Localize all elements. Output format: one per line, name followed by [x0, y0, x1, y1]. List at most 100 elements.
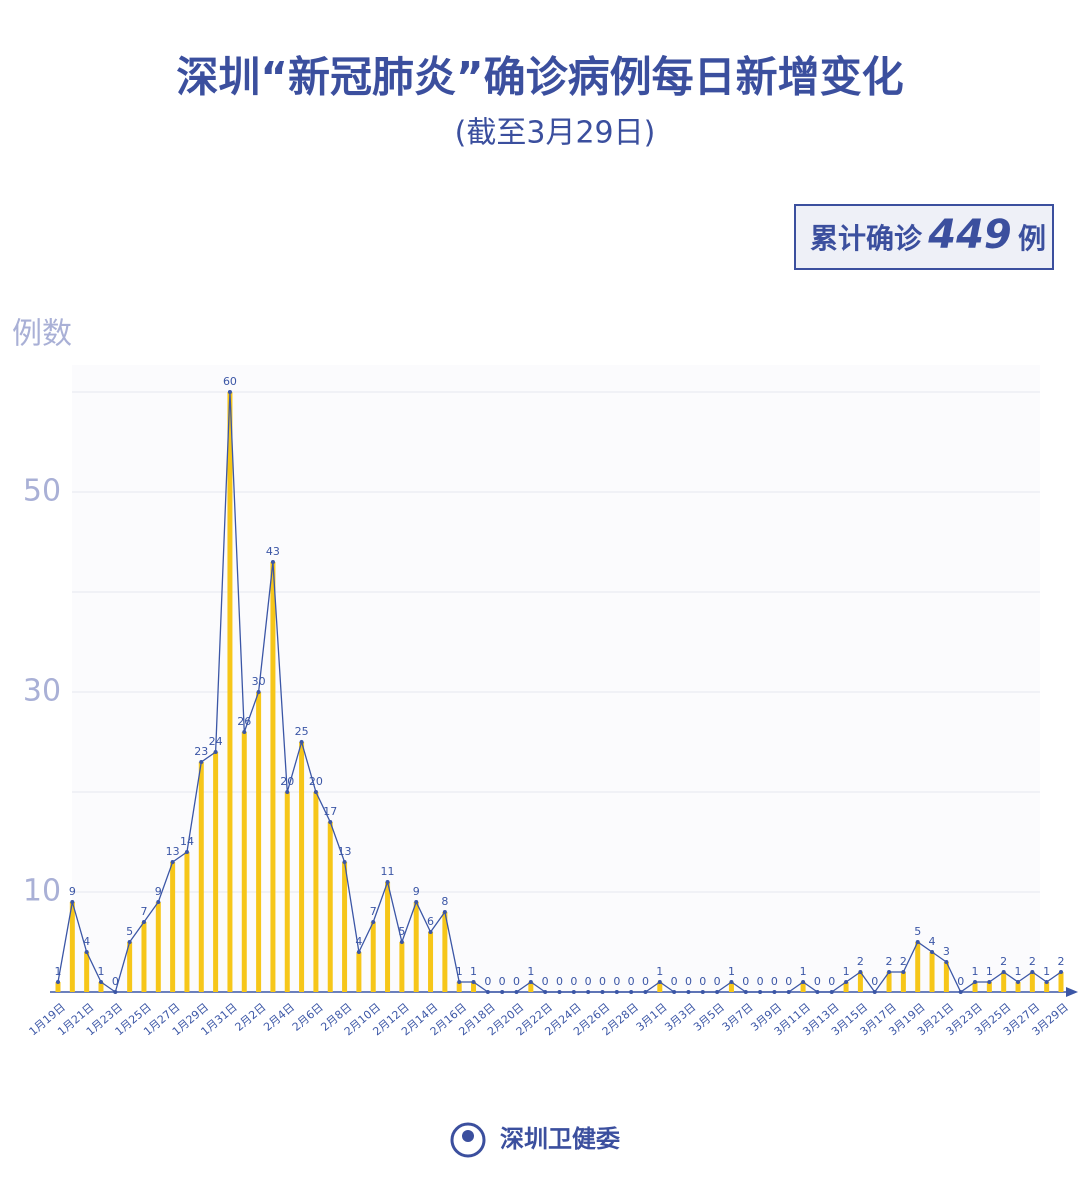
- point: [127, 940, 132, 944]
- value-label: 1: [527, 965, 534, 978]
- point: [98, 980, 103, 984]
- point: [256, 690, 261, 694]
- point: [141, 920, 146, 924]
- point: [887, 970, 892, 974]
- value-label: 0: [699, 975, 706, 988]
- point: [958, 990, 963, 994]
- point: [672, 990, 677, 994]
- value-label: 17: [323, 805, 337, 818]
- value-label: 7: [370, 905, 377, 918]
- value-label: 0: [499, 975, 506, 988]
- value-label: 8: [441, 895, 448, 908]
- value-label: 24: [209, 735, 223, 748]
- value-label: 1: [972, 965, 979, 978]
- bar: [857, 972, 863, 992]
- bar: [800, 982, 806, 992]
- value-label: 0: [671, 975, 678, 988]
- bar: [284, 792, 290, 992]
- point: [657, 980, 662, 984]
- value-label: 7: [140, 905, 147, 918]
- point: [356, 950, 361, 954]
- value-label: 0: [642, 975, 649, 988]
- point: [328, 820, 333, 824]
- value-label: 0: [871, 975, 878, 988]
- value-label: 2: [1029, 955, 1036, 968]
- bar: [213, 752, 219, 992]
- point: [184, 850, 189, 854]
- bar: [428, 932, 434, 992]
- point: [700, 990, 705, 994]
- value-label: 0: [828, 975, 835, 988]
- point: [113, 990, 118, 994]
- value-label: 9: [69, 885, 76, 898]
- bar: [313, 792, 319, 992]
- y-tick-label: 50: [23, 474, 61, 509]
- value-label: 0: [542, 975, 549, 988]
- point: [471, 980, 476, 984]
- point: [84, 950, 89, 954]
- point: [213, 750, 218, 754]
- bar: [442, 912, 448, 992]
- point: [973, 980, 978, 984]
- point: [227, 390, 232, 394]
- bar: [943, 962, 949, 992]
- bar: [170, 862, 176, 992]
- point: [313, 790, 318, 794]
- bar: [141, 922, 147, 992]
- value-label: 4: [83, 935, 90, 948]
- point: [242, 730, 247, 734]
- point: [743, 990, 748, 994]
- point: [70, 900, 75, 904]
- point: [1001, 970, 1006, 974]
- bar: [413, 902, 419, 992]
- point: [801, 980, 806, 984]
- point: [543, 990, 548, 994]
- point: [872, 990, 877, 994]
- value-label: 2: [886, 955, 893, 968]
- value-label: 2: [1058, 955, 1065, 968]
- value-label: 13: [338, 845, 352, 858]
- bar: [327, 822, 333, 992]
- value-label: 1: [843, 965, 850, 978]
- value-label: 0: [112, 975, 119, 988]
- logo-dot: [462, 1130, 474, 1142]
- bar: [728, 982, 734, 992]
- value-label: 0: [556, 975, 563, 988]
- bar: [843, 982, 849, 992]
- value-label: 1: [1015, 965, 1022, 978]
- point: [299, 740, 304, 744]
- point: [270, 560, 275, 564]
- value-label: 9: [155, 885, 162, 898]
- point: [285, 790, 290, 794]
- bar: [270, 562, 276, 992]
- point: [385, 880, 390, 884]
- source: 深圳卫健委: [500, 1125, 620, 1153]
- point: [586, 990, 591, 994]
- value-label: 3: [943, 945, 950, 958]
- point: [1059, 970, 1063, 974]
- point: [614, 990, 619, 994]
- point: [528, 980, 533, 984]
- point: [199, 760, 204, 764]
- point: [629, 990, 634, 994]
- value-label: 1: [1043, 965, 1050, 978]
- total-unit: 例: [1018, 222, 1046, 255]
- point: [571, 990, 576, 994]
- value-label: 1: [986, 965, 993, 978]
- bar: [98, 982, 104, 992]
- point: [786, 990, 791, 994]
- point: [915, 940, 920, 944]
- value-label: 30: [252, 675, 266, 688]
- value-label: 0: [771, 975, 778, 988]
- value-label: 0: [484, 975, 491, 988]
- chart-title: 深圳“新冠肺炎”确诊病例每日新增变化: [176, 53, 903, 102]
- point: [815, 990, 820, 994]
- value-label: 23: [194, 745, 208, 758]
- point: [772, 990, 777, 994]
- y-tick-label: 30: [23, 674, 61, 709]
- point: [156, 900, 161, 904]
- bar: [69, 902, 75, 992]
- point: [442, 910, 447, 914]
- value-label: 1: [800, 965, 807, 978]
- bar: [1058, 972, 1064, 992]
